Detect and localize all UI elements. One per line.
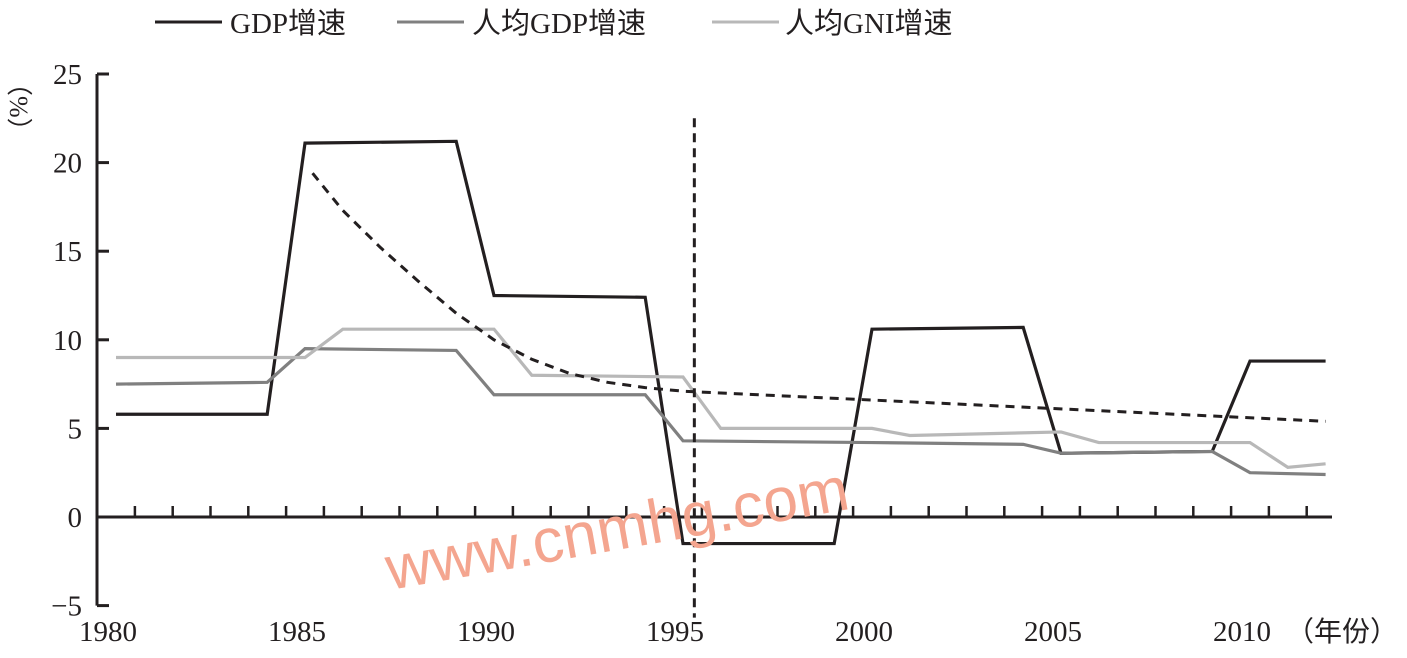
legend-label-per-capita-gni: 人均GNI增速	[785, 7, 953, 40]
x-tick-label: 2000	[835, 616, 893, 648]
trend-curve	[311, 172, 1326, 423]
series	[115, 118, 1326, 618]
series-line-2	[116, 327, 1326, 470]
y-tick-label: 20	[53, 148, 82, 180]
x-tick-label: 1990	[457, 616, 515, 648]
y-tick-label: 15	[53, 236, 82, 268]
legend-label-per-capita-gdp: 人均GDP增速	[472, 7, 646, 40]
y-tick-label: 10	[53, 325, 82, 357]
x-axis-label: （年份）	[1286, 616, 1398, 648]
legend-label-gdp: GDP增速	[230, 7, 346, 40]
y-tick-label: −5	[51, 591, 82, 623]
legend: GDP增速 人均GDP增速 人均GNI增速	[155, 7, 953, 40]
x-tick-label: 2005	[1024, 616, 1082, 648]
watermark: www.cnmhg.com	[379, 454, 853, 603]
series-line-1	[115, 347, 1326, 477]
y-tick-label: 25	[53, 59, 82, 91]
y-tick-label: 0	[68, 502, 83, 534]
y-tick-label: 5	[68, 413, 83, 445]
x-tick-label: 1995	[646, 616, 704, 648]
axes: −5 0 5 10 15 20 25 1980 1985 1990 1995 2000 2005 2010	[51, 59, 1332, 648]
x-tick-label: 1980	[79, 616, 137, 648]
x-tick-label: 2010	[1213, 616, 1271, 648]
y-axis-label: （%）	[4, 70, 33, 144]
x-tick-label: 1985	[268, 616, 326, 648]
